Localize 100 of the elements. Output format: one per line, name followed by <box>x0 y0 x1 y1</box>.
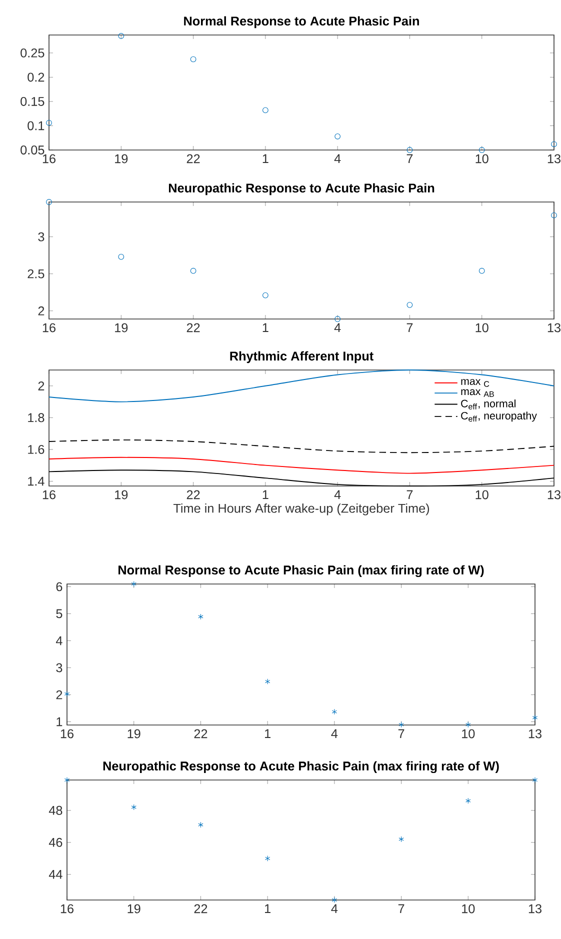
y-tick-label: 1.6 <box>28 444 44 454</box>
point <box>332 708 338 715</box>
x-tick-label: 7 <box>398 729 404 738</box>
x-tick-label: 19 <box>128 729 140 738</box>
x-tick-label: 4 <box>331 729 338 738</box>
y-tick-label: 48 <box>48 806 62 815</box>
point <box>264 855 270 862</box>
x-tick-label: 13 <box>548 323 560 332</box>
y-tick-label: 1.4 <box>28 476 44 486</box>
point <box>64 777 70 783</box>
y-tick-label: 4 <box>56 636 62 646</box>
legend-label: C$_{eff}$, normal <box>461 399 516 410</box>
line-series <box>48 439 554 454</box>
chart-title: Neuropathic Response to Acute Phasic Pain (max firing rate of W) <box>103 761 499 774</box>
chart-title: Neuropathic Response to Acute Phasic Pain <box>168 183 434 196</box>
x-tick-label: 1 <box>265 904 270 913</box>
x-tick-label: 10 <box>476 490 488 500</box>
x-tick-label: 19 <box>115 490 128 500</box>
point <box>406 302 413 308</box>
y-tick-label: 2.5 <box>28 269 44 278</box>
point <box>264 678 270 684</box>
point <box>118 33 124 39</box>
x-tick-label: 1 <box>262 323 268 332</box>
x-tick-label: 16 <box>42 154 56 164</box>
legend-label: max $_{C}$ <box>461 379 490 387</box>
y-tick-label: 2 <box>38 306 44 316</box>
point <box>466 798 471 804</box>
point <box>334 133 341 140</box>
point <box>478 268 485 274</box>
x-tick-label: 10 <box>462 729 475 738</box>
point <box>334 316 341 322</box>
y-tick-label: 0.25 <box>20 48 44 58</box>
x-tick-label: 4 <box>334 323 341 332</box>
point <box>478 147 485 153</box>
x-tick-label: 13 <box>528 904 542 914</box>
x-tick-label: 22 <box>194 729 208 738</box>
point <box>262 292 268 298</box>
point <box>398 722 404 728</box>
point <box>190 268 196 274</box>
x-tick-label: 10 <box>476 323 488 332</box>
x-tick-label: 16 <box>42 490 56 500</box>
y-tick-label: 0.05 <box>20 146 44 154</box>
y-tick-label: 2 <box>56 690 62 700</box>
y-tick-label: 1.8 <box>28 413 44 422</box>
point <box>198 614 204 620</box>
x-tick-label: 22 <box>186 490 200 500</box>
x-tick-label: 13 <box>528 729 542 738</box>
chart-title: Rhythmic Afferent Input <box>230 351 374 364</box>
x-tick-label: 4 <box>334 154 341 163</box>
x-tick-label: 1 <box>265 729 270 738</box>
y-tick-label: 1 <box>56 717 62 726</box>
x-tick-label: 22 <box>186 154 200 164</box>
x-tick-label: 16 <box>60 904 74 914</box>
x-tick-label: 1 <box>262 154 268 163</box>
point <box>190 56 196 62</box>
x-tick-label: 19 <box>115 154 128 164</box>
x-tick-label: 4 <box>334 490 341 499</box>
y-tick-label: 44 <box>48 870 62 879</box>
y-tick-label: 0.1 <box>28 121 44 130</box>
x-tick-label: 13 <box>548 490 560 500</box>
x-tick-label: 19 <box>115 323 128 332</box>
point <box>532 777 538 783</box>
point <box>131 804 136 810</box>
y-tick-label: 2 <box>38 381 44 390</box>
point <box>46 120 52 126</box>
x-tick-label: 7 <box>406 154 413 163</box>
line-series <box>48 470 554 486</box>
y-tick-label: 0.2 <box>28 72 44 82</box>
x-tick-label: 7 <box>398 904 404 913</box>
point <box>532 714 538 721</box>
chart-title: Normal Response to Acute Phasic Pain (max firing rate of W) <box>118 565 484 578</box>
x-tick-label: 1 <box>262 490 268 499</box>
x-tick-label: 16 <box>42 323 56 332</box>
point <box>406 147 413 153</box>
y-tick-label: 46 <box>48 838 62 847</box>
legend-label: C$_{eff}$, neuropathy <box>461 412 537 422</box>
line-series <box>48 456 554 474</box>
point <box>64 691 70 697</box>
x-tick-label: 4 <box>331 904 338 913</box>
point <box>332 897 338 903</box>
point <box>131 581 136 587</box>
x-tick-label: 13 <box>548 154 560 164</box>
x-tick-label: 10 <box>476 154 488 164</box>
x-tick-label: 19 <box>128 904 140 914</box>
legend-label: max $_{AB}$ <box>461 389 494 397</box>
point <box>398 836 404 842</box>
y-tick-label: 6 <box>56 582 62 592</box>
point <box>46 199 52 205</box>
y-tick-label: 0.15 <box>20 96 44 106</box>
x-tick-label: 7 <box>406 323 413 332</box>
x-tick-label: 7 <box>406 490 413 499</box>
point <box>198 822 204 828</box>
y-tick-label: 5 <box>56 609 62 618</box>
point <box>118 254 124 260</box>
y-tick-label: 3 <box>38 232 44 242</box>
x-tick-label: 10 <box>462 904 475 914</box>
x-tick-label: 22 <box>194 904 208 914</box>
point <box>262 107 268 114</box>
chart-title: Normal Response to Acute Phasic Pain <box>184 16 419 28</box>
x-tick-label: 22 <box>186 323 200 332</box>
